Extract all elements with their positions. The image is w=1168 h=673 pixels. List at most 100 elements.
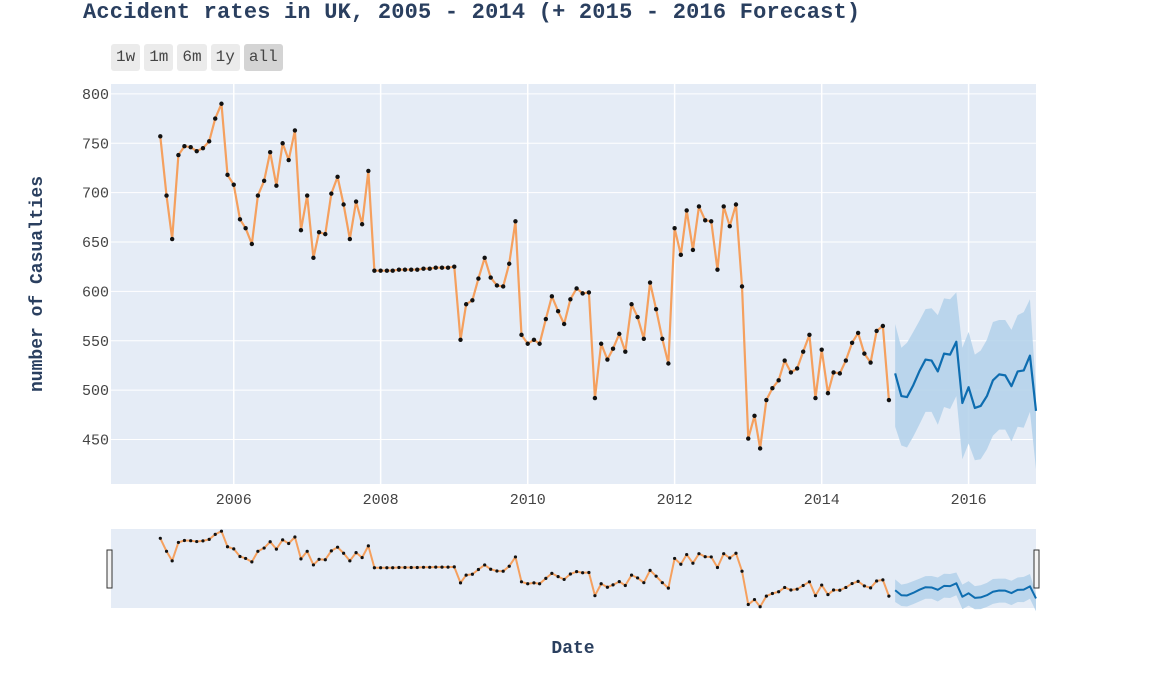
data-point[interactable] bbox=[439, 265, 445, 270]
data-point[interactable] bbox=[176, 152, 181, 158]
data-point[interactable] bbox=[347, 236, 353, 242]
data-point[interactable] bbox=[372, 268, 377, 273]
data-point[interactable] bbox=[200, 145, 206, 151]
data-point[interactable] bbox=[849, 340, 855, 345]
data-point[interactable] bbox=[182, 144, 187, 149]
data-point[interactable] bbox=[249, 241, 255, 247]
data-point[interactable] bbox=[261, 178, 267, 183]
data-point[interactable] bbox=[415, 267, 420, 272]
data-point[interactable] bbox=[617, 331, 622, 337]
data-point[interactable] bbox=[807, 332, 812, 338]
data-point[interactable] bbox=[831, 370, 836, 375]
data-point[interactable] bbox=[402, 267, 408, 272]
data-point[interactable] bbox=[311, 255, 316, 261]
data-point[interactable] bbox=[298, 227, 304, 233]
data-point[interactable] bbox=[169, 236, 175, 242]
plot-area[interactable] bbox=[111, 84, 1036, 484]
data-point[interactable] bbox=[206, 139, 212, 144]
data-point[interactable] bbox=[672, 225, 677, 231]
data-point[interactable] bbox=[739, 284, 745, 289]
data-point[interactable] bbox=[519, 332, 524, 338]
data-point[interactable] bbox=[568, 297, 573, 302]
data-point[interactable] bbox=[304, 193, 310, 198]
range-button-1m[interactable]: 1m bbox=[144, 44, 174, 71]
data-point[interactable] bbox=[458, 337, 463, 343]
data-point[interactable] bbox=[874, 328, 879, 334]
data-point[interactable] bbox=[292, 128, 298, 133]
data-point[interactable] bbox=[580, 291, 585, 296]
data-point[interactable] bbox=[702, 218, 708, 223]
data-point[interactable] bbox=[746, 436, 751, 441]
data-point[interactable] bbox=[470, 298, 475, 303]
data-point[interactable] bbox=[463, 302, 469, 307]
data-point[interactable] bbox=[323, 231, 328, 237]
data-point[interactable] bbox=[476, 276, 481, 281]
data-point[interactable] bbox=[690, 247, 696, 253]
data-point[interactable] bbox=[837, 371, 843, 376]
data-point[interactable] bbox=[598, 341, 604, 346]
data-point[interactable] bbox=[409, 267, 414, 272]
data-point[interactable] bbox=[164, 193, 169, 198]
data-point[interactable] bbox=[666, 361, 671, 366]
data-point[interactable] bbox=[488, 275, 493, 280]
data-point[interactable] bbox=[855, 330, 861, 336]
data-point[interactable] bbox=[316, 229, 322, 235]
range-button-1w[interactable]: 1w bbox=[111, 44, 141, 71]
data-point[interactable] bbox=[274, 183, 279, 188]
data-point[interactable] bbox=[813, 395, 818, 401]
data-point[interactable] bbox=[653, 306, 659, 312]
data-point[interactable] bbox=[788, 370, 794, 375]
data-point[interactable] bbox=[500, 284, 506, 289]
data-point[interactable] bbox=[335, 174, 340, 180]
data-point[interactable] bbox=[757, 446, 763, 451]
data-point[interactable] bbox=[819, 347, 824, 352]
data-point[interactable] bbox=[427, 266, 432, 271]
data-point[interactable] bbox=[537, 341, 542, 346]
data-point[interactable] bbox=[782, 358, 787, 363]
range-button-all[interactable]: all bbox=[243, 44, 283, 71]
data-point[interactable] bbox=[592, 395, 598, 401]
data-point[interactable] bbox=[733, 202, 739, 207]
data-point[interactable] bbox=[623, 349, 628, 354]
data-point[interactable] bbox=[696, 204, 702, 209]
data-point[interactable] bbox=[660, 336, 665, 342]
data-point[interactable] bbox=[452, 264, 457, 269]
data-point[interactable] bbox=[727, 224, 732, 229]
data-point[interactable] bbox=[605, 357, 610, 362]
data-point[interactable] bbox=[445, 265, 451, 270]
data-point[interactable] bbox=[213, 116, 218, 121]
data-point[interactable] bbox=[531, 337, 537, 343]
data-point[interactable] bbox=[825, 390, 831, 396]
data-point[interactable] bbox=[286, 157, 291, 163]
data-point[interactable] bbox=[384, 268, 390, 273]
forecast-series-line[interactable] bbox=[894, 340, 1038, 412]
data-point[interactable] bbox=[629, 302, 634, 307]
data-point[interactable] bbox=[543, 316, 549, 322]
data-point[interactable] bbox=[390, 268, 395, 273]
history-series-line[interactable] bbox=[159, 102, 891, 450]
data-point[interactable] bbox=[225, 172, 230, 178]
data-point[interactable] bbox=[862, 351, 867, 356]
data-point[interactable] bbox=[880, 323, 886, 329]
data-point[interactable] bbox=[641, 336, 647, 342]
data-point[interactable] bbox=[329, 191, 334, 196]
data-point[interactable] bbox=[721, 204, 726, 209]
data-point[interactable] bbox=[188, 145, 193, 150]
range-button-1y[interactable]: 1y bbox=[210, 44, 240, 71]
data-point[interactable] bbox=[359, 222, 365, 227]
data-point[interactable] bbox=[800, 349, 806, 354]
data-point[interactable] bbox=[764, 397, 769, 403]
data-point[interactable] bbox=[353, 199, 359, 204]
data-point[interactable] bbox=[507, 261, 512, 266]
data-point[interactable] bbox=[635, 314, 640, 320]
data-point[interactable] bbox=[237, 217, 243, 222]
data-point[interactable] bbox=[525, 341, 530, 346]
data-point[interactable] bbox=[586, 290, 592, 295]
data-point[interactable] bbox=[794, 366, 800, 371]
data-point[interactable] bbox=[886, 397, 892, 403]
data-point[interactable] bbox=[868, 360, 873, 365]
data-point[interactable] bbox=[482, 255, 487, 261]
data-point[interactable] bbox=[255, 193, 261, 198]
rangeslider-right-handle[interactable] bbox=[1033, 549, 1040, 589]
data-point[interactable] bbox=[647, 280, 653, 285]
